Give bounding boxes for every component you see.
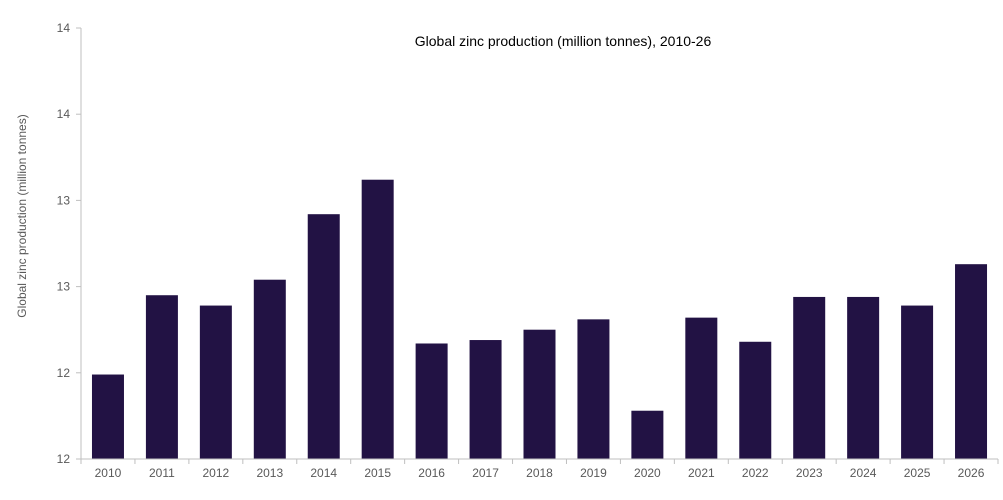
bar-2020: [631, 410, 664, 459]
y-axis-label: Global zinc production (million tonnes): [15, 114, 29, 317]
y-tick-label: 12: [57, 452, 71, 466]
x-axis-ticks: 2010 2011 2012 2013 2014 2015 2016 2017 2018 2019…: [80, 459, 999, 480]
bar-2013: [253, 279, 286, 459]
bar-2018: [523, 329, 556, 459]
x-tick-label: 2015: [364, 466, 391, 480]
y-tick-label: 13: [57, 193, 71, 207]
x-tick-label: 2024: [850, 466, 877, 480]
x-tick-label: 2020: [634, 466, 661, 480]
y-axis-ticks: 12 12 13 13 14 14: [57, 21, 81, 466]
y-tick-label: 14: [57, 107, 71, 121]
bar-2017: [469, 340, 502, 459]
chart-title: Global zinc production (million tonnes),…: [415, 33, 712, 49]
bar-2024: [847, 296, 880, 459]
bar-2016: [415, 343, 448, 459]
y-tick-label: 14: [57, 21, 71, 35]
x-tick-label: 2021: [688, 466, 715, 480]
bar-2015: [361, 179, 394, 459]
x-tick-label: 2018: [526, 466, 553, 480]
x-tick-label: 2026: [958, 466, 985, 480]
bar-2025: [901, 305, 934, 459]
x-tick-label: 2022: [742, 466, 769, 480]
x-tick-label: 2013: [256, 466, 283, 480]
bar-2026: [955, 264, 988, 459]
x-tick-label: 2017: [472, 466, 499, 480]
y-tick-label: 12: [57, 366, 71, 380]
bar-2011: [145, 295, 178, 459]
bars: [91, 179, 988, 459]
x-tick-label: 2010: [95, 466, 122, 480]
x-tick-label: 2025: [904, 466, 931, 480]
x-tick-label: 2012: [203, 466, 230, 480]
bar-2012: [199, 305, 232, 459]
x-tick-label: 2016: [418, 466, 445, 480]
bar-2019: [577, 319, 610, 459]
x-tick-label: 2019: [580, 466, 607, 480]
x-tick-label: 2014: [310, 466, 337, 480]
bar-2022: [739, 341, 772, 459]
bar-2010: [91, 374, 124, 459]
x-tick-label: 2011: [149, 466, 175, 480]
bar-2014: [307, 214, 340, 459]
bar-2021: [685, 317, 718, 459]
y-tick-label: 13: [57, 280, 71, 294]
bar-2023: [793, 296, 826, 459]
x-tick-label: 2023: [796, 466, 823, 480]
